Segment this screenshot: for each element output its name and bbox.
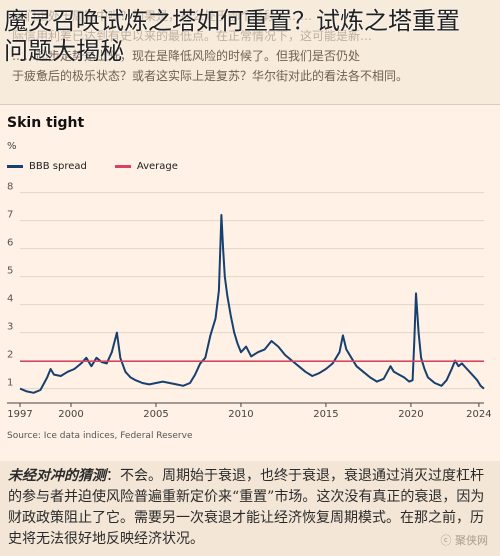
legend-item-average: Average (114, 161, 178, 172)
y-tick-label: 2 (7, 350, 13, 361)
y-tick-label: 8 (7, 182, 13, 193)
overlay-title-line2: 问题大揭秘 (4, 37, 124, 65)
x-tick-label: 2010 (228, 409, 253, 420)
line-chart: 1 2 3 4 5 6 7 8 1997 2000 2005 2010 2015 2020 2024 (7, 182, 492, 420)
article-line: 际信用利差已达到有史以来的最低点。在正常情况下，这可能是新… (12, 29, 373, 43)
legend-swatch-average (114, 165, 131, 168)
article-bottom-body: ：不会。周期始于衰退，也终于衰退，衰退通过消灭过度杠杆的参与者并迫使风险普遍重新… (8, 468, 485, 547)
overlay-title-line1: 魔灵召唤试炼之塔如何重置？试炼之塔重置 (4, 7, 460, 35)
legend-item-bbb-spread: BBB spread (7, 161, 87, 172)
y-tick-label: 5 (7, 266, 13, 277)
legend-label-average: Average (136, 161, 178, 172)
x-tick-label: 1997 (7, 409, 32, 420)
y-tick-label: 4 (7, 294, 13, 305)
series-line-bbb-spread (19, 214, 485, 394)
y-tick-label: 3 (7, 322, 13, 333)
article-top-text: 我们正处于周期中吗？如果是，那么处于哪个阶段？…… 际信用利差已达到有史以来的最… (12, 6, 492, 86)
article-top: 我们正处于周期中吗？如果是，那么处于哪个阶段？…… 际信用利差已达到有史以来的最… (0, 0, 500, 104)
chart-legend: BBB spread Average (7, 161, 178, 172)
article-line: 我们正处于周期中吗？如果是，那么处于哪个阶段？…… (12, 9, 313, 23)
overlay-title: 魔灵召唤试炼之塔如何重置？试炼之塔重置 问题大揭秘 (4, 6, 494, 66)
article-bottom-lead: 未经对冲的猜测 (8, 468, 106, 484)
x-tick-label: 2000 (58, 409, 83, 420)
article-line: ……起步走势是上升，现在是降低风险的时候了。但我们是否仍处 (12, 49, 361, 63)
article-bottom: 未经对冲的猜测：不会。周期始于衰退，也终于衰退，衰退通过消灭过度杠杆的参与者并迫… (8, 466, 496, 550)
legend-label-bbb: BBB spread (29, 161, 87, 172)
x-tick-label: 2020 (398, 409, 423, 420)
watermark: ⓒ 聚侠网 (440, 534, 489, 547)
chart-source: Source: Ice data indices, Federal Reserv… (7, 431, 193, 441)
chart-unit: % (7, 141, 17, 152)
y-tick-label: 1 (7, 378, 13, 389)
chart-title: Skin tight (7, 115, 85, 131)
y-tick-label: 6 (7, 238, 13, 249)
x-tick-label: 2015 (313, 409, 338, 420)
legend-swatch-bbb (7, 165, 23, 168)
chart-card: Skin tight % BBB spread Average 1 2 3 4 5 6 7 8… (0, 104, 500, 461)
article-line: 于疲惫后的极乐状态？或者这实际上是复苏？华尔街对此的看法各不相同。 (12, 69, 409, 83)
x-tick-label: 2005 (143, 409, 168, 420)
y-tick-label: 7 (7, 210, 13, 221)
x-tick-label: 2024 (466, 409, 491, 420)
